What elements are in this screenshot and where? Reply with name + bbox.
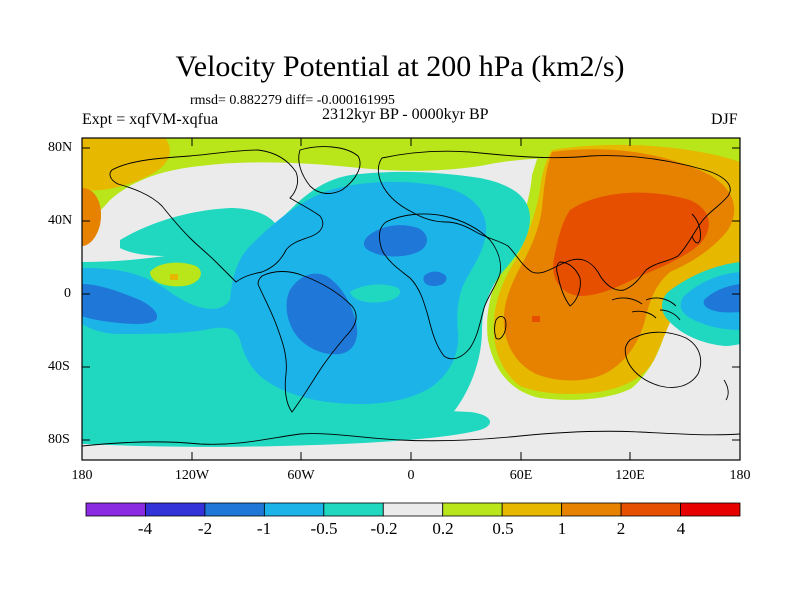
contour-west-pacific-deepblue: [82, 284, 158, 324]
coastline-north-america: [109, 149, 324, 283]
colorbar-swatch: [620, 502, 681, 517]
coastline-antarctica: [82, 430, 740, 447]
contour-pacific-east-deepblue: [703, 284, 740, 313]
colorbar-label: 0.5: [492, 519, 514, 538]
lat-label-0: 0: [64, 286, 71, 301]
contour-africa-small-blue: [423, 271, 447, 286]
coastline-south-america: [257, 271, 357, 413]
lat-label-40n: 40N: [48, 213, 73, 228]
contour-pacific-gold-dot: [170, 274, 178, 280]
contour-east-red-orange: [553, 192, 709, 296]
axis-ticks: [81, 138, 741, 460]
coastline-greenland: [298, 146, 361, 194]
lon-label-120w: 120W: [174, 468, 210, 483]
contour-east-red-spot: [532, 316, 540, 322]
colorbar-swatch: [501, 502, 563, 517]
colorbar-label: 2: [616, 519, 626, 538]
lon-label-180w: 180: [71, 468, 93, 483]
colorbar-label: 4: [676, 519, 686, 538]
colorbar-label: 1: [557, 519, 567, 538]
lon-label-0: 0: [407, 468, 415, 483]
contour-south-america-deepblue: [286, 273, 358, 355]
contour-north-pacific-teal: [120, 208, 280, 256]
contour-atlantic-teal-patch: [350, 284, 401, 303]
lon-label-60e: 60E: [509, 468, 533, 483]
coastline-eurasia: [377, 150, 731, 291]
colorbar-swatch: [263, 502, 325, 517]
season-label: DJF: [711, 111, 738, 128]
colorbar-label: -0.5: [310, 519, 338, 538]
period-label: 2312kyr BP - 0000kyr BP: [322, 106, 489, 123]
colorbar-swatch: [145, 502, 206, 517]
coastline-africa: [378, 213, 501, 360]
colorbar-swatch: [382, 502, 444, 517]
lon-label-60w: 60W: [287, 468, 315, 483]
colorbar-label: -2: [197, 519, 213, 538]
colorbar-label: 0.2: [432, 519, 454, 538]
coastline-new-zealand: [723, 379, 729, 401]
contour-west-pacific-orange: [82, 188, 102, 246]
colorbar-swatch: [442, 502, 503, 517]
lon-label-120e: 120E: [615, 468, 645, 483]
colorbar-label: -4: [137, 519, 153, 538]
coastlines: [82, 146, 740, 447]
colorbar-swatch: [561, 502, 622, 517]
contour-fill-layer: [82, 138, 740, 460]
experiment-label: Expt = xqfVM-xqfua: [82, 111, 219, 128]
contour-southern-teal: [82, 388, 491, 447]
coastline-india: [556, 261, 581, 307]
colorbar-swatch: [204, 502, 265, 517]
coastline-madagascar: [494, 316, 507, 340]
contour-arctic-positive: [82, 138, 740, 222]
coastline-maritime-continent: [611, 297, 681, 321]
colorbar-swatch: [323, 502, 384, 517]
lon-label-180e: 180: [729, 468, 751, 483]
lat-label-80n: 80N: [48, 140, 73, 155]
colorbar-swatch: [680, 502, 741, 517]
colorbar-label: -0.2: [370, 519, 398, 538]
rmsd-diff-stats: rmsd= 0.882279 diff= -0.000161995: [190, 93, 395, 108]
colorbar: [85, 502, 741, 517]
colorbar-label: -1: [256, 519, 272, 538]
map-title: Velocity Potential at 200 hPa (km2/s): [175, 50, 625, 83]
contour-antarctic-neutral: [82, 420, 740, 460]
lat-label-40s: 40S: [48, 359, 70, 374]
coastline-japan: [691, 213, 701, 244]
coastline-australia: [624, 331, 702, 388]
lat-label-80s: 80S: [48, 432, 70, 447]
colorbar-swatch: [85, 502, 146, 517]
